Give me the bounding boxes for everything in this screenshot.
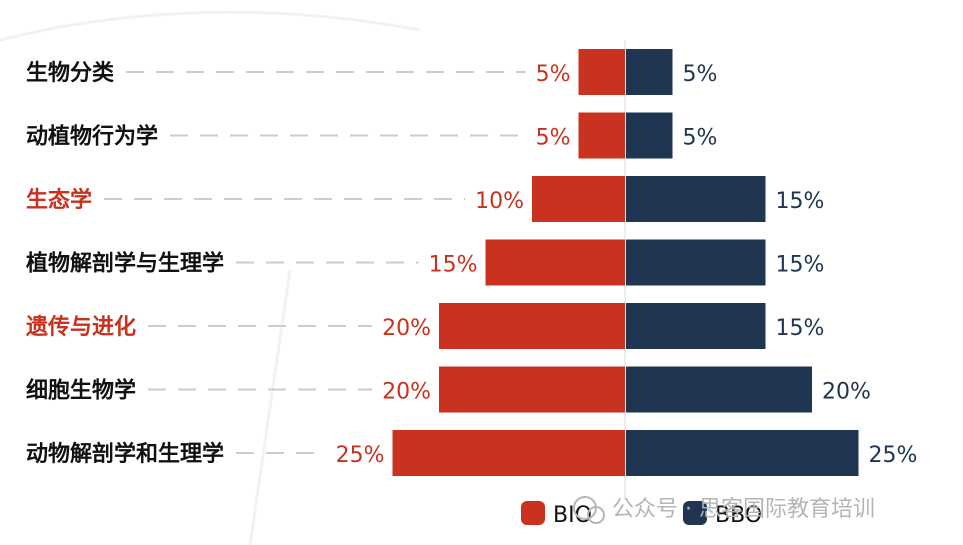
bbo-value-label: 20% xyxy=(822,380,871,405)
bio-bar xyxy=(439,303,625,349)
chart-legend: BIO BBO xyxy=(521,501,762,528)
bio-bar xyxy=(578,112,625,159)
chart-row: 生态学 10% 15% xyxy=(26,176,824,222)
chart-rows: 生物分类 5% 5% 动植物行为学 5% 5% 生态学 10% 15% 植物解剖学与生理学 15% 1… xyxy=(25,49,917,476)
category-label: 动物解剖学和生理学 xyxy=(26,441,224,467)
bbo-value-label: 15% xyxy=(776,253,825,278)
bbo-value-label: 5% xyxy=(683,126,718,151)
category-label: 细胞生物学 xyxy=(26,378,136,404)
bio-value-label: 20% xyxy=(382,380,431,405)
category-label: 遗传与进化 xyxy=(25,314,136,340)
legend-bio-swatch xyxy=(521,501,545,525)
chart-row: 生物分类 5% 5% xyxy=(26,49,717,95)
background-stroke xyxy=(248,269,292,545)
bio-value-label: 5% xyxy=(536,62,571,87)
category-label: 动植物行为学 xyxy=(26,124,158,150)
bbo-bar xyxy=(626,430,859,476)
category-label: 生物分类 xyxy=(26,60,115,86)
chart-row: 遗传与进化 20% 15% xyxy=(25,303,824,349)
bio-value-label: 15% xyxy=(429,253,478,278)
legend-bio-label: BIO xyxy=(553,503,592,528)
bio-bar xyxy=(439,366,625,413)
bbo-bar xyxy=(626,49,673,95)
bbo-bar xyxy=(626,366,812,413)
bbo-value-label: 5% xyxy=(683,62,718,87)
bbo-bar xyxy=(626,303,766,349)
bbo-value-label: 25% xyxy=(869,443,918,468)
category-label: 生态学 xyxy=(26,187,92,213)
chart-row: 植物解剖学与生理学 15% 15% xyxy=(26,239,825,286)
bio-bar xyxy=(392,430,625,476)
legend-bbo-label: BBO xyxy=(715,503,762,528)
bbo-bar xyxy=(626,112,673,159)
bbo-bar xyxy=(626,176,766,222)
bio-value-label: 10% xyxy=(475,189,524,214)
watermark-text: 公众号 · 思客国际教育培训 xyxy=(612,497,875,522)
bio-value-label: 20% xyxy=(382,316,431,341)
bio-value-label: 5% xyxy=(536,126,571,151)
wechat-icon xyxy=(573,496,605,524)
bio-bar xyxy=(532,176,625,222)
chart-row: 动物解剖学和生理学 25% 25% xyxy=(26,430,917,476)
wechat-icon-bubble xyxy=(587,506,605,524)
background-curve xyxy=(0,10,421,42)
legend-bbo-swatch xyxy=(683,501,707,525)
bio-bar xyxy=(578,49,625,95)
bbo-value-label: 15% xyxy=(776,189,825,214)
bbo-value-label: 15% xyxy=(776,316,825,341)
chart-row: 动植物行为学 5% 5% xyxy=(26,112,718,159)
background-decoration xyxy=(0,10,421,545)
bio-value-label: 25% xyxy=(336,443,385,468)
watermark: 公众号 · 思客国际教育培训 xyxy=(573,496,875,524)
category-label: 植物解剖学与生理学 xyxy=(26,251,224,277)
chart-row: 细胞生物学 20% 20% xyxy=(26,366,871,413)
bio-bar xyxy=(485,239,625,286)
bbo-bar xyxy=(626,239,766,286)
